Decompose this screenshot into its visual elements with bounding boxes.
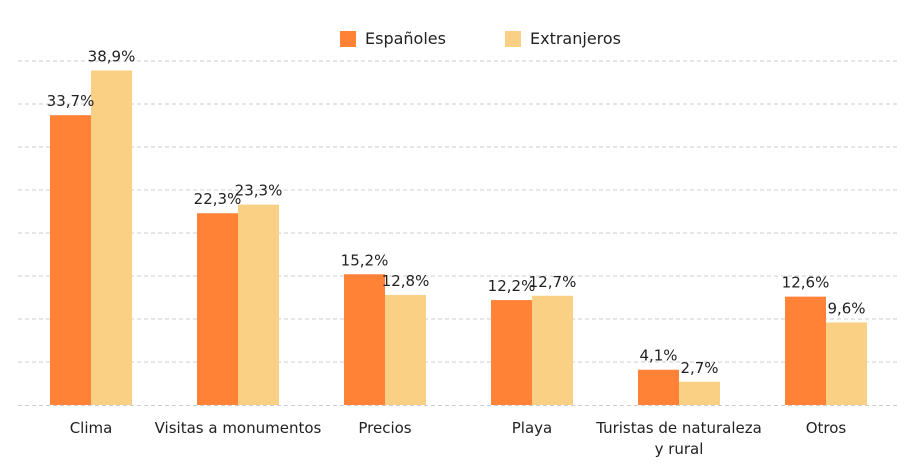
category-label: Otros	[806, 419, 847, 437]
value-labels: 33,7% 38,9% 22,3%23,3% 15,2% 12,8% 12,2%12,7%…	[47, 47, 866, 376]
bar-extranjeros	[532, 295, 573, 405]
category-label: Visitas a monumentos	[155, 419, 322, 437]
data-label: 12,6%	[782, 274, 830, 292]
bar-espanoles	[785, 296, 826, 405]
data-label: 33,7%	[47, 92, 95, 110]
data-label: 12,7%	[529, 273, 577, 291]
category-label: Playa	[512, 419, 552, 437]
data-label: 22,3%	[194, 190, 242, 208]
category-label: y rural	[655, 440, 704, 458]
data-label: 15,2%	[341, 251, 389, 269]
category-label: Clima	[70, 419, 113, 437]
gridlines	[18, 60, 898, 406]
legend-swatch-extranjeros	[505, 30, 521, 47]
bar-espanoles	[344, 274, 385, 405]
bar-extranjeros	[238, 204, 279, 405]
legend-label-espanoles: Españoles	[365, 29, 446, 48]
legend-label-extranjeros: Extranjeros	[530, 29, 622, 48]
bar-extranjeros	[679, 381, 720, 405]
bar-espanoles	[50, 115, 91, 406]
bar-extranjeros	[826, 322, 867, 405]
legend-swatch-espanoles	[340, 30, 356, 47]
data-label: 12,8%	[382, 272, 430, 290]
legend-item-extranjeros: Extranjeros	[505, 29, 621, 48]
bar-espanoles	[638, 369, 679, 405]
data-label: 12,2%	[488, 277, 536, 295]
data-label: 38,9%	[88, 47, 136, 65]
bar-extranjeros	[91, 70, 132, 406]
bar-extranjeros	[385, 294, 426, 405]
bars	[50, 70, 867, 406]
category-labels: Clima Visitas a monumentos Precios Playa Tur…	[70, 419, 847, 458]
bar-espanoles	[197, 213, 238, 405]
bar-espanoles	[491, 300, 532, 405]
category-label: Turistas de naturaleza	[595, 419, 762, 437]
category-label: Precios	[358, 419, 411, 437]
data-label: 2,7%	[680, 359, 718, 377]
data-label: 9,6%	[827, 299, 865, 317]
legend-item-espanoles: Españoles	[340, 29, 446, 48]
data-label: 23,3%	[235, 182, 283, 200]
data-label: 4,1%	[639, 347, 677, 365]
